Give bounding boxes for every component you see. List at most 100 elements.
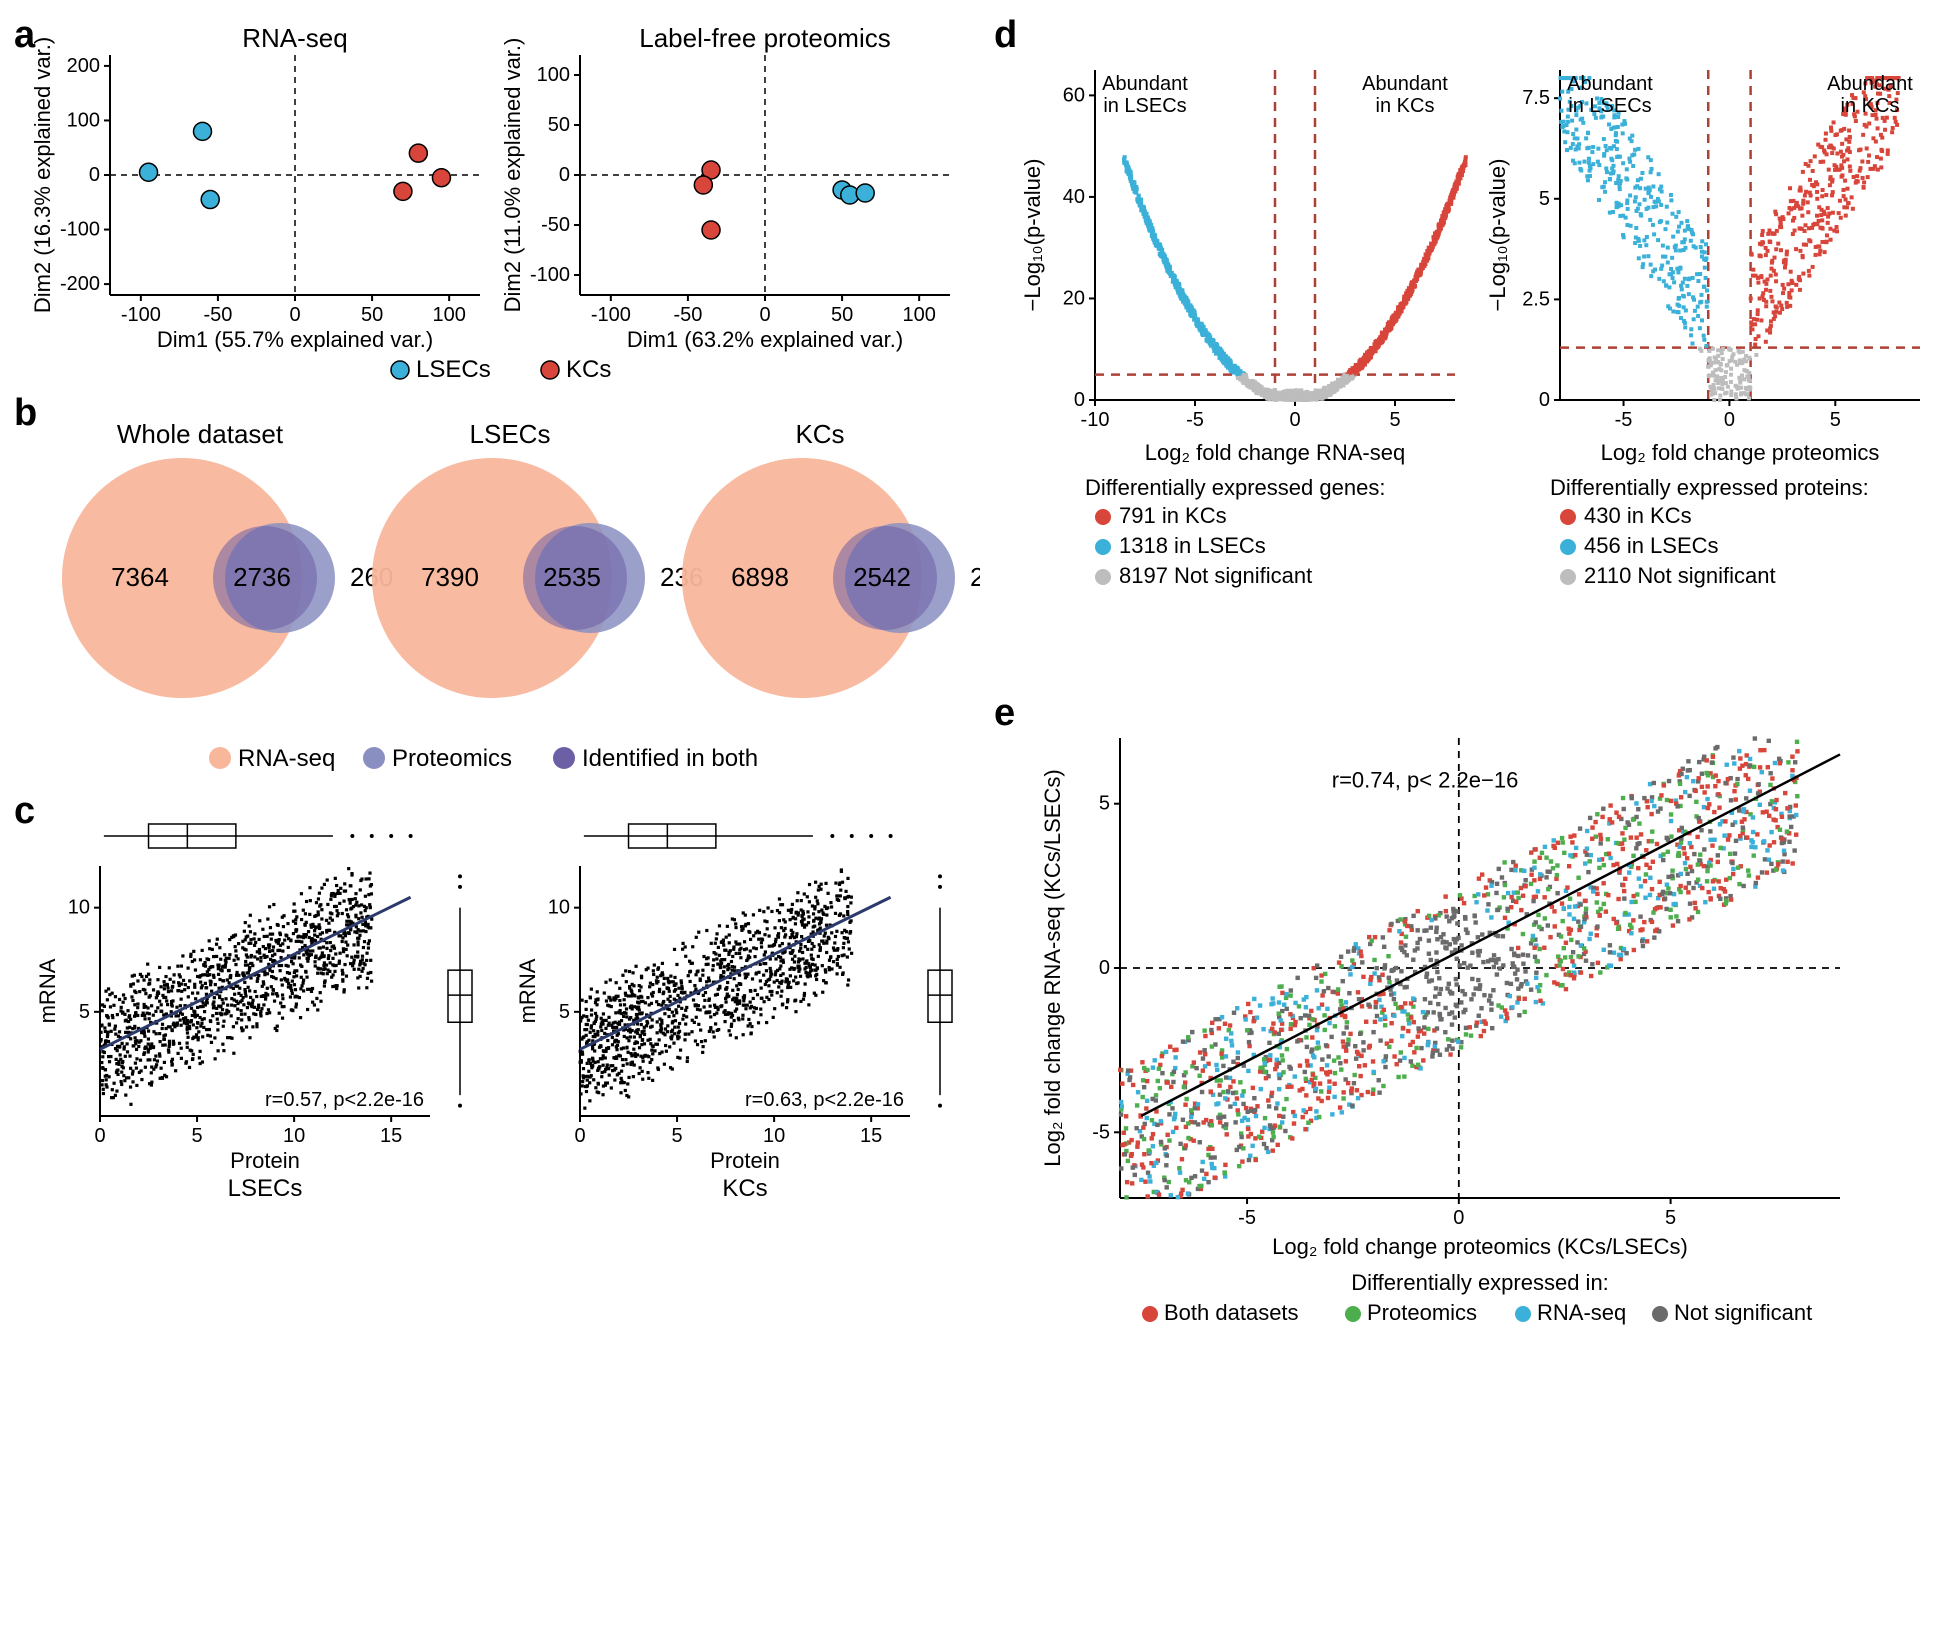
svg-text:-5: -5 (1186, 409, 1204, 431)
panel-d: d -10-5050204060Abundantin LSECsAbundant… (1000, 20, 1946, 680)
svg-text:5: 5 (671, 1125, 682, 1147)
svg-text:10: 10 (763, 1125, 785, 1147)
svg-text:0: 0 (1074, 389, 1085, 411)
svg-text:Abundantin KCs: Abundantin KCs (1362, 73, 1448, 117)
svg-text:-100: -100 (121, 304, 161, 326)
svg-text:mRNA: mRNA (515, 958, 540, 1023)
svg-text:0: 0 (1724, 409, 1735, 431)
svg-text:mRNA: mRNA (35, 958, 60, 1023)
svg-text:791 in KCs: 791 in KCs (1119, 503, 1227, 528)
svg-text:5: 5 (191, 1125, 202, 1147)
svg-text:r=0.63, p<2.2e-16: r=0.63, p<2.2e-16 (745, 1089, 904, 1111)
panel-e: e -505-505r=0.74, p< 2.2e−16Log₂ fold ch… (1000, 698, 1946, 1338)
svg-text:LSECs: LSECs (416, 356, 491, 380)
svg-text:Protein: Protein (710, 1148, 780, 1173)
svg-text:50: 50 (548, 114, 570, 136)
panel-b-svg: Whole dataset73642736260LSECs73902535236… (20, 398, 980, 778)
svg-text:Dim2 (11.0% explained var.): Dim2 (11.0% explained var.) (500, 38, 525, 313)
svg-text:15: 15 (380, 1125, 402, 1147)
svg-text:100: 100 (67, 109, 100, 131)
svg-text:5: 5 (1539, 188, 1550, 210)
svg-text:2535: 2535 (543, 562, 601, 592)
panel-d-svg: -10 -5 0 5 0 20 40 60 Abundantin LSECs Abundantin… (1000, 20, 1946, 680)
panel-a: a -100-50050100-200-1000100200RNA-seqDim… (20, 20, 980, 380)
right-column: d -10-5050204060Abundantin LSECsAbundant… (1000, 20, 1946, 1338)
svg-text:5: 5 (79, 1001, 90, 1023)
svg-text:−Log₁₀(p-value): −Log₁₀(p-value) (1020, 159, 1045, 312)
svg-text:8197 Not significant: 8197 Not significant (1119, 563, 1312, 588)
svg-text:KCs: KCs (566, 356, 611, 380)
svg-text:0: 0 (94, 1125, 105, 1147)
panel-e-svg: -505-505r=0.74, p< 2.2e−16Log₂ fold chan… (1000, 698, 1946, 1338)
svg-text:0: 0 (1289, 409, 1300, 431)
svg-text:5: 5 (1830, 409, 1841, 431)
svg-text:Identified in both: Identified in both (582, 745, 758, 772)
svg-text:40: 40 (1063, 186, 1085, 208)
svg-text:Proteomics: Proteomics (392, 745, 512, 772)
svg-text:-100: -100 (591, 304, 631, 326)
svg-text:Dim1 (63.2% explained var.): Dim1 (63.2% explained var.) (627, 327, 903, 352)
svg-text:5: 5 (559, 1001, 570, 1023)
svg-text:RNA-seq: RNA-seq (238, 745, 335, 772)
svg-text:RNA-seq: RNA-seq (242, 23, 347, 53)
svg-text:100: 100 (537, 64, 570, 86)
svg-text:Protein: Protein (230, 1148, 300, 1173)
svg-text:7.5: 7.5 (1522, 87, 1550, 109)
figure-grid: a -100-50050100-200-1000100200RNA-seqDim… (20, 20, 1926, 1338)
panel-c: c 051015510ProteinLSECsmRNAr=0.57, p<2.2… (20, 796, 980, 1216)
left-column: a -100-50050100-200-1000100200RNA-seqDim… (20, 20, 980, 1338)
svg-text:-100: -100 (530, 264, 570, 286)
panel-e-label: e (994, 692, 1015, 735)
svg-text:2736: 2736 (233, 562, 291, 592)
svg-text:5: 5 (1389, 409, 1400, 431)
svg-text:Dim2 (16.3% explained var.): Dim2 (16.3% explained var.) (30, 37, 55, 313)
svg-text:Dim1 (55.7% explained var.): Dim1 (55.7% explained var.) (157, 327, 433, 352)
svg-text:-200: -200 (60, 273, 100, 295)
svg-text:Abundantin LSECs: Abundantin LSECs (1102, 73, 1188, 117)
svg-text:50: 50 (361, 304, 383, 326)
svg-text:0: 0 (574, 1125, 585, 1147)
svg-text:100: 100 (432, 304, 465, 326)
svg-text:6898: 6898 (731, 562, 789, 592)
svg-text:10: 10 (68, 897, 90, 919)
svg-text:0: 0 (1539, 389, 1550, 411)
panel-c-label: c (14, 790, 35, 833)
svg-text:-100: -100 (60, 219, 100, 241)
svg-text:-50: -50 (203, 304, 232, 326)
svg-text:KCs: KCs (795, 419, 844, 449)
svg-text:r=0.57, p<2.2e-16: r=0.57, p<2.2e-16 (265, 1089, 424, 1111)
svg-text:LSECs: LSECs (228, 1175, 303, 1202)
panel-c-svg: 051015510ProteinLSECsmRNAr=0.57, p<2.2e-… (20, 796, 980, 1216)
svg-text:-50: -50 (673, 304, 702, 326)
svg-text:-10: -10 (1081, 409, 1110, 431)
svg-text:Differentially expressed genes: Differentially expressed genes: (1085, 475, 1385, 500)
svg-text:Label-free proteomics: Label-free proteomics (639, 23, 890, 53)
svg-text:KCs: KCs (722, 1175, 767, 1202)
svg-text:Log₂ fold change RNA-seq: Log₂ fold change RNA-seq (1145, 440, 1405, 465)
svg-text:200: 200 (67, 55, 100, 77)
svg-text:7364: 7364 (111, 562, 169, 592)
svg-text:10: 10 (548, 897, 570, 919)
panel-a-svg: -100 -50 0 50 100 -200 -100 0 100 200 RNA-seq Dim1 … (20, 20, 980, 380)
svg-text:10: 10 (283, 1125, 305, 1147)
svg-text:1318 in LSECs: 1318 in LSECs (1119, 533, 1266, 558)
svg-text:100: 100 (902, 304, 935, 326)
svg-text:0: 0 (289, 304, 300, 326)
svg-text:15: 15 (860, 1125, 882, 1147)
svg-text:60: 60 (1063, 84, 1085, 106)
svg-text:0: 0 (759, 304, 770, 326)
svg-text:0: 0 (559, 164, 570, 186)
svg-text:Whole dataset: Whole dataset (117, 419, 284, 449)
svg-text:7390: 7390 (421, 562, 479, 592)
panel-d-label: d (994, 14, 1017, 57)
svg-text:-50: -50 (541, 214, 570, 236)
svg-text:2.5: 2.5 (1522, 288, 1550, 310)
svg-text:0: 0 (89, 164, 100, 186)
svg-text:LSECs: LSECs (470, 419, 551, 449)
svg-text:259: 259 (970, 562, 980, 592)
panel-b-label: b (14, 392, 37, 435)
panel-b: b Whole dataset73642736260LSECs739025352… (20, 398, 980, 778)
panel-a-label: a (14, 14, 35, 57)
svg-text:20: 20 (1063, 287, 1085, 309)
svg-text:-5: -5 (1615, 409, 1633, 431)
